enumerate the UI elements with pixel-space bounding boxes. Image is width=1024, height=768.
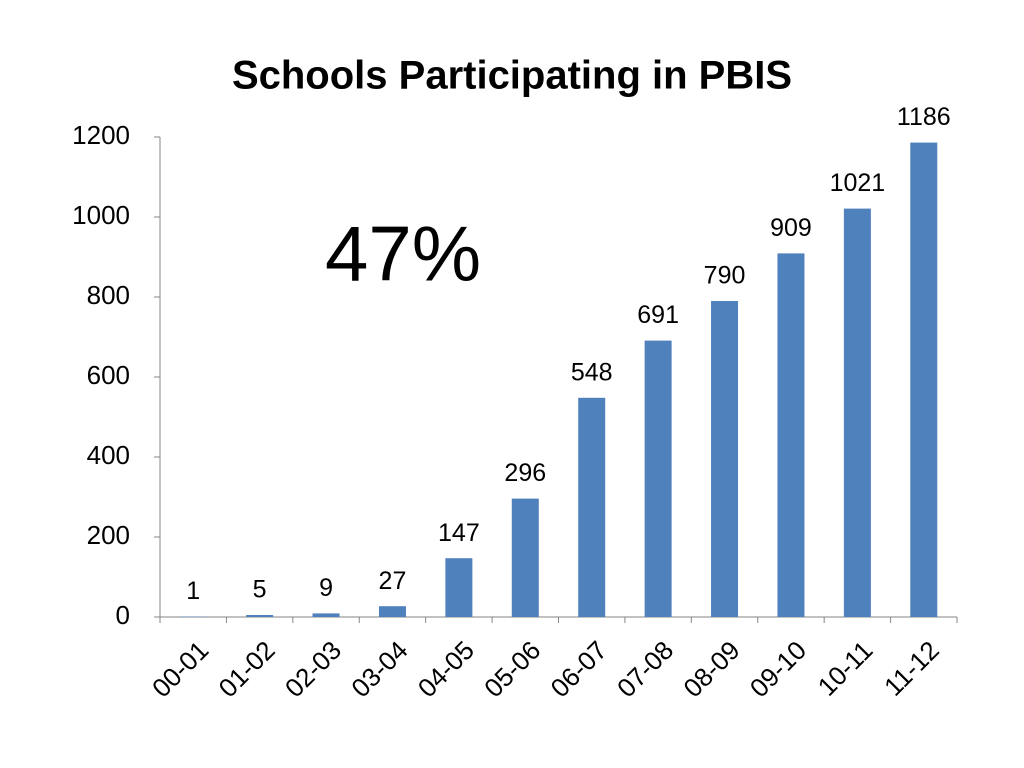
data-label: 5: [253, 576, 267, 604]
y-tick-label: 800: [87, 280, 130, 310]
x-tick-label: 08-09: [677, 635, 745, 703]
data-label: 1021: [830, 169, 886, 197]
x-tick-label: 07-08: [611, 635, 679, 703]
data-label: 790: [704, 262, 746, 290]
bar: [711, 301, 739, 617]
y-tick-label: 0: [116, 600, 130, 630]
x-tick-label: 03-04: [345, 635, 413, 703]
x-tick-label: 02-03: [279, 635, 347, 703]
bar: [910, 142, 938, 617]
data-label: 548: [571, 358, 613, 386]
y-tick-label: 1200: [72, 120, 130, 150]
x-tick-label: 06-07: [545, 635, 613, 703]
data-label: 691: [637, 301, 679, 329]
y-tick-label: 200: [87, 520, 130, 550]
y-tick-label: 600: [87, 360, 130, 390]
y-tick-label: 400: [87, 440, 130, 470]
bar: [777, 253, 805, 617]
data-label: 27: [379, 567, 407, 595]
x-tick-label: 04-05: [412, 635, 480, 703]
bar: [644, 340, 672, 617]
x-tick-label: 01-02: [212, 635, 280, 703]
annotation: 47%: [325, 210, 481, 298]
data-label: 9: [319, 574, 333, 602]
bar: [378, 606, 406, 617]
x-tick-label: 05-06: [478, 635, 546, 703]
y-tick-label: 1000: [72, 200, 130, 230]
data-label: 1: [186, 577, 200, 605]
data-label: 1186: [897, 103, 951, 131]
bar: [511, 498, 539, 617]
x-tick-label: 10-11: [812, 635, 879, 702]
bar: [445, 558, 473, 617]
x-tick-label: 00-01: [146, 635, 214, 703]
bar: [578, 397, 606, 617]
data-label: 296: [504, 459, 546, 487]
x-tick-label: 11-12: [878, 635, 945, 702]
x-tick-label: 09-10: [744, 635, 812, 703]
bar: [246, 615, 274, 617]
data-label: 147: [438, 519, 480, 547]
chart-title: Schools Participating in PBIS: [232, 54, 792, 98]
bar: [312, 613, 340, 617]
bar: [843, 208, 871, 617]
data-label: 909: [770, 214, 812, 242]
